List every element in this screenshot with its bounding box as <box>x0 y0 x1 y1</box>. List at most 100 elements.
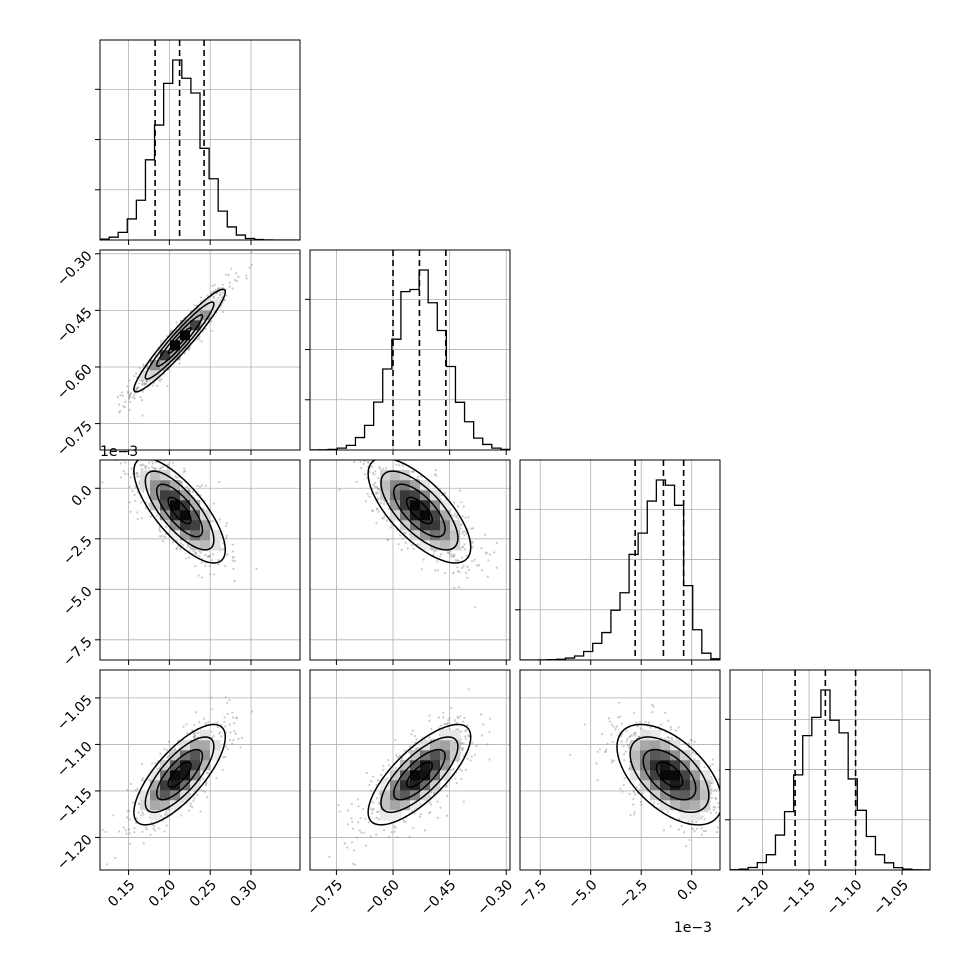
density-cell <box>180 520 191 531</box>
sample-point <box>413 734 417 738</box>
scatter-panel-3-0: −1.20−1.15−1.10−1.050.15 0.20 0.25 0.30 <box>54 669 301 910</box>
sample-point <box>145 457 147 459</box>
panel-frame <box>309 459 511 661</box>
sample-point <box>131 490 134 493</box>
x-tick-label: −1.20 <box>731 877 773 919</box>
density-cell <box>200 530 211 541</box>
sample-point <box>217 563 220 566</box>
sample-point <box>370 789 373 792</box>
sample-point <box>159 530 162 533</box>
sample-point <box>145 380 149 383</box>
sample-point <box>420 568 423 571</box>
density-cell <box>420 510 431 521</box>
sample-point <box>122 469 125 473</box>
sample-point <box>477 564 480 567</box>
sample-point <box>147 778 151 781</box>
density-cell <box>390 490 401 501</box>
sample-point <box>207 721 210 724</box>
density-cell <box>410 790 421 801</box>
sample-point <box>223 299 226 302</box>
sample-point <box>631 803 635 806</box>
sample-point <box>139 501 143 504</box>
sample-point <box>126 385 129 388</box>
sample-point <box>214 288 217 292</box>
sample-point <box>455 514 458 517</box>
sample-point <box>455 782 458 785</box>
density-cell <box>450 540 461 551</box>
density-cell <box>670 750 681 761</box>
sample-point <box>693 740 696 743</box>
sample-point <box>449 550 452 553</box>
sample-point <box>237 737 240 740</box>
density-cell <box>400 800 411 811</box>
sample-point <box>452 571 455 574</box>
sample-point <box>227 273 230 277</box>
sample-point <box>128 396 131 399</box>
sample-point <box>360 831 363 834</box>
density-cell <box>180 340 191 351</box>
sample-point <box>133 394 136 397</box>
density-cell <box>190 520 201 531</box>
sample-point <box>189 804 192 807</box>
sample-point <box>209 572 212 576</box>
sample-point <box>366 461 369 464</box>
sample-point <box>136 386 139 389</box>
sample-point <box>232 739 235 742</box>
sample-point <box>710 796 714 799</box>
density-cell <box>200 730 211 741</box>
sample-point <box>455 515 458 519</box>
sample-point <box>614 728 617 731</box>
sample-point <box>396 756 399 759</box>
sample-point <box>598 748 602 751</box>
sample-point <box>714 806 717 809</box>
sample-point <box>429 803 432 806</box>
sample-point <box>629 813 632 817</box>
sample-point <box>350 817 353 820</box>
sample-point <box>466 576 469 579</box>
sample-point <box>381 467 385 470</box>
sample-point <box>610 761 614 764</box>
density-cell <box>400 500 411 511</box>
y-tick-label: −1.05 <box>54 692 96 734</box>
x-tick-label: 0.0 <box>675 877 702 904</box>
sample-point <box>412 826 415 830</box>
sample-point <box>628 792 631 795</box>
sample-point <box>667 736 670 739</box>
sample-point <box>251 710 254 713</box>
contour-2 <box>629 736 710 814</box>
sample-point <box>129 393 132 396</box>
sample-point <box>164 813 167 816</box>
sample-point <box>158 380 161 383</box>
sample-point <box>390 831 393 834</box>
sample-point <box>128 818 131 821</box>
sample-point <box>495 541 498 545</box>
sample-point <box>150 465 154 469</box>
sample-point <box>380 501 383 504</box>
sample-point <box>239 746 242 749</box>
density-cell <box>170 770 181 781</box>
density-cell <box>170 750 181 761</box>
sample-point <box>423 829 427 832</box>
sample-point <box>467 568 470 572</box>
sample-point <box>136 475 139 478</box>
sample-point <box>464 516 467 519</box>
sample-point <box>473 558 476 561</box>
density-cell <box>640 780 651 791</box>
density-cell <box>140 470 151 481</box>
sample-point <box>200 484 204 487</box>
sample-point <box>371 509 375 513</box>
sample-point <box>221 768 224 771</box>
sample-point <box>142 490 145 493</box>
sample-point <box>384 454 386 456</box>
sample-point <box>669 825 672 828</box>
sample-point <box>367 461 370 464</box>
sample-point <box>104 830 107 834</box>
sample-point <box>471 741 474 744</box>
sample-point <box>210 558 213 562</box>
sample-point <box>156 767 159 771</box>
sample-point <box>167 521 170 524</box>
density-cell <box>200 760 211 771</box>
sample-point <box>396 836 399 839</box>
sample-point <box>443 723 446 726</box>
sample-point <box>388 433 390 435</box>
